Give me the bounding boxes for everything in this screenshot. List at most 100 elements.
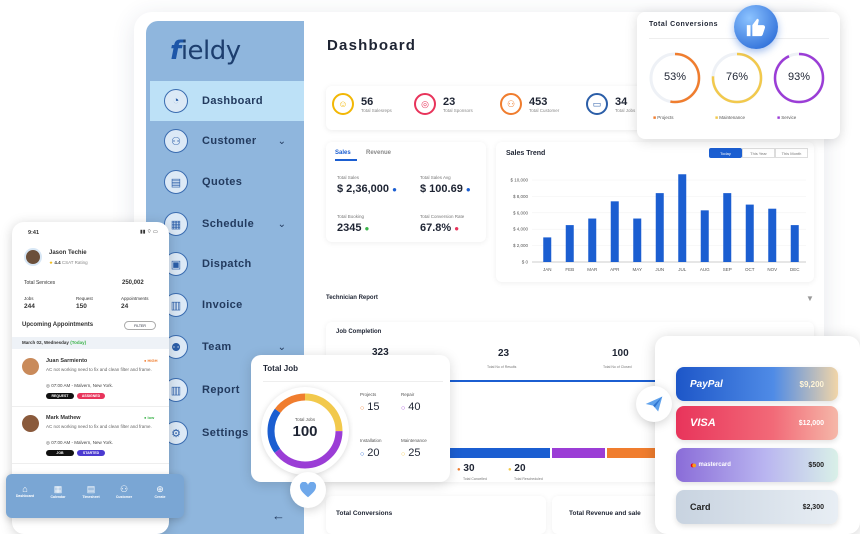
avatar bbox=[24, 248, 42, 266]
request-value: 150 bbox=[76, 303, 87, 310]
bar-jul[interactable] bbox=[678, 174, 687, 262]
stat-icon: ☺ bbox=[332, 93, 354, 115]
tab-label: Timesheet bbox=[82, 495, 100, 499]
tab-calendar[interactable]: ▦ Calendar bbox=[45, 484, 71, 499]
sidebar-item-schedule[interactable]: ▦ Schedule ⌄ bbox=[150, 204, 304, 244]
sidebar-item-label: Quotes bbox=[202, 176, 243, 188]
plus-icon: ⊕ bbox=[156, 484, 164, 494]
this-month-button[interactable]: This Month bbox=[775, 148, 808, 158]
total-sales-label: Total Sales bbox=[337, 175, 360, 180]
y-tick-label: $ 0 bbox=[522, 260, 529, 265]
sidebar-item-customer[interactable]: ⚇ Customer ⌄ bbox=[150, 121, 304, 161]
request-label: Request bbox=[76, 296, 93, 301]
chevron-down-icon[interactable]: ⌄ bbox=[277, 218, 286, 230]
job-count-a: 323 bbox=[372, 347, 389, 358]
sidebar-item-label: Dashboard bbox=[202, 95, 264, 107]
gauge-legend: ■ Projects bbox=[653, 115, 674, 121]
filter-button[interactable]: FILTER bbox=[124, 321, 156, 330]
x-tick-label: MAR bbox=[587, 267, 598, 272]
y-tick-label: $ 8,000 bbox=[513, 194, 529, 199]
tab-revenue[interactable]: Revenue bbox=[366, 150, 392, 156]
sidebar-item-dispatch[interactable]: ▣ Dispatch bbox=[150, 244, 304, 284]
total-job-popup: Total Job Total Jobs 100 Projects ○ 15 R… bbox=[251, 355, 450, 482]
gauge-value: 76% bbox=[725, 71, 749, 83]
bar-sep[interactable] bbox=[723, 193, 732, 262]
stat-label: Total Jobs bbox=[615, 107, 636, 113]
customer-icon: ⚇ bbox=[119, 484, 129, 494]
gauge-value: 53% bbox=[663, 71, 687, 83]
services-label: Total Services bbox=[24, 280, 56, 286]
tab-dashboard[interactable]: ⌂ Dashboard bbox=[12, 484, 38, 498]
tab-customer[interactable]: ⚇ Customer bbox=[111, 484, 137, 499]
x-tick-label: SEP bbox=[723, 267, 732, 272]
total-job-donut bbox=[261, 387, 349, 475]
paypal-card[interactable]: PayPal $9,200 bbox=[676, 367, 838, 401]
job-bar-purple bbox=[552, 448, 605, 458]
apple-card[interactable]: Card $2,300 bbox=[676, 490, 838, 524]
x-tick-label: FEB bbox=[565, 267, 574, 272]
total-sales-value: $ 2,36,000 ● bbox=[337, 183, 397, 195]
tab-sales[interactable]: Sales bbox=[335, 150, 351, 156]
divider bbox=[263, 381, 443, 382]
conv-rate-label: Total Conversion Rate bbox=[420, 214, 465, 219]
sidebar-item-dashboard[interactable]: ◔ Dashboard bbox=[150, 81, 304, 121]
bar-feb[interactable] bbox=[565, 225, 574, 262]
sidebar-item-label: Settings bbox=[202, 427, 249, 439]
technician-report-title: Technician Report bbox=[326, 295, 378, 301]
bar-jan[interactable] bbox=[543, 237, 552, 262]
tab-create[interactable]: ⊕ Create bbox=[147, 484, 173, 499]
jobs-label: Jobs bbox=[24, 296, 34, 301]
bar-may[interactable] bbox=[633, 218, 642, 262]
chevron-down-icon[interactable]: ⌄ bbox=[277, 341, 286, 353]
priority-badge: ● low bbox=[144, 415, 155, 420]
gauge-value: 93% bbox=[787, 71, 811, 83]
bar-nov[interactable] bbox=[768, 208, 777, 262]
bar-oct[interactable] bbox=[745, 204, 754, 262]
appointment-description: AC not working need to fix and clean fil… bbox=[46, 367, 152, 372]
bar-dec[interactable] bbox=[790, 225, 799, 262]
bar-aug[interactable] bbox=[700, 210, 709, 262]
status-tag: REQUEST bbox=[46, 393, 74, 399]
home-icon: ⌂ bbox=[22, 484, 28, 494]
y-tick-label: $ 2,000 bbox=[513, 243, 529, 248]
upcoming-title: Upcoming Appointments bbox=[22, 322, 94, 328]
paper-plane-icon bbox=[636, 386, 672, 422]
progress-line bbox=[440, 380, 655, 382]
projects-label: Projects bbox=[360, 392, 377, 397]
bar-mar[interactable] bbox=[588, 218, 597, 262]
status-tag: STARTED bbox=[77, 450, 105, 456]
stat-item: ▭ 34 Total Jobs bbox=[586, 93, 635, 115]
donut-center-value: 100 bbox=[292, 423, 318, 440]
thumbs-up-icon bbox=[734, 5, 778, 49]
mastercard-card[interactable]: ● ● mastercard $500 bbox=[676, 448, 838, 482]
job-count-c: 100 bbox=[612, 348, 629, 359]
y-tick-label: $ 6,000 bbox=[513, 210, 529, 215]
x-tick-label: NOV bbox=[767, 267, 777, 272]
chevron-down-icon[interactable]: ⌄ bbox=[277, 135, 286, 147]
gauge-legend: ■ Service bbox=[777, 115, 797, 121]
tab-label: Create bbox=[154, 495, 166, 499]
job-count-c-label: Total No of Closed bbox=[603, 365, 632, 369]
visa-card[interactable]: VISA $12,000 bbox=[676, 406, 838, 440]
conv-rate-value: 67.8% ● bbox=[420, 222, 460, 234]
today-button[interactable]: Today bbox=[709, 148, 742, 158]
filter-icon[interactable]: ▼ bbox=[806, 294, 814, 303]
job-count-e-label: Total Rescheduled bbox=[514, 477, 543, 481]
gauge-ring bbox=[711, 52, 763, 104]
appointments-value: 24 bbox=[121, 303, 129, 310]
avatar bbox=[22, 415, 39, 432]
stat-value: 34 bbox=[615, 95, 628, 108]
appointment-name: Juan Sarmiento bbox=[46, 358, 88, 364]
bar-apr[interactable] bbox=[610, 201, 619, 262]
this-year-button[interactable]: This Year bbox=[742, 148, 775, 158]
collapse-arrow-icon[interactable]: ← bbox=[272, 508, 285, 523]
tab-timesheet[interactable]: ▤ Timesheet bbox=[78, 484, 104, 499]
sales-card bbox=[326, 142, 486, 242]
job-count-e: ● 20 bbox=[508, 463, 526, 474]
stat-value: 56 bbox=[361, 95, 374, 108]
bar-jun[interactable] bbox=[655, 193, 664, 262]
date-bar bbox=[12, 337, 169, 349]
sidebar-item-invoice[interactable]: ▥ Invoice bbox=[150, 285, 304, 325]
appointment-description: AC not working need to fix and clean fil… bbox=[46, 424, 152, 429]
sidebar-item-quotes[interactable]: ▤ Quotes bbox=[150, 162, 304, 202]
